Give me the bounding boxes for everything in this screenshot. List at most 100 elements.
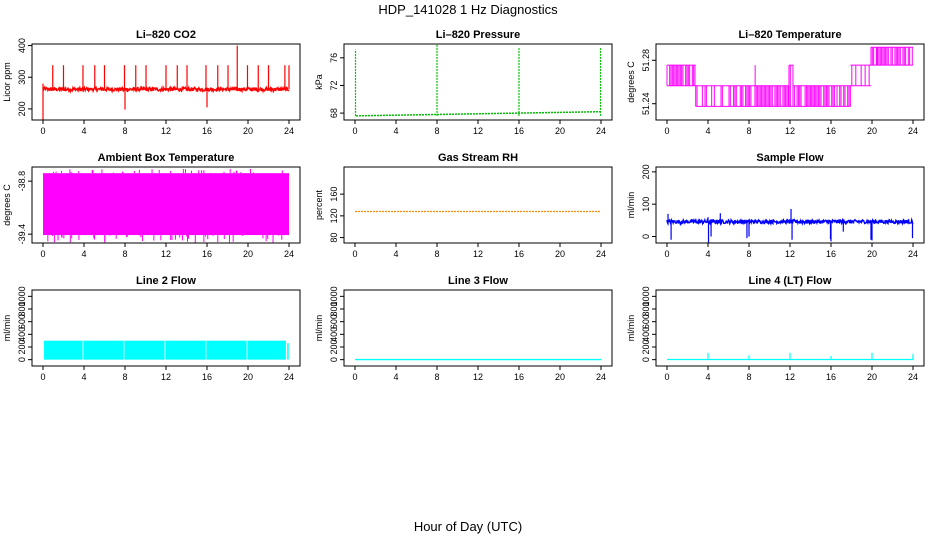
y-tick-label: 1000 bbox=[17, 286, 27, 306]
y-tick-label: 200 bbox=[641, 164, 651, 179]
y-axis-label: degrees C bbox=[626, 61, 636, 103]
x-tick-label: 24 bbox=[908, 249, 918, 259]
x-tick-label: 16 bbox=[202, 126, 212, 136]
x-tick-label: 4 bbox=[81, 249, 86, 259]
x-tick-label: 8 bbox=[746, 372, 751, 382]
y-tick-label: 800 bbox=[17, 301, 27, 316]
y-axis-label: ml/min bbox=[314, 315, 324, 342]
panel-title: Sample Flow bbox=[756, 152, 824, 164]
panel-3: Li–820 Temperature 0 4 8 12 16 20 24 51.24 51.28 d… bbox=[626, 29, 925, 136]
x-tick-label: 8 bbox=[746, 126, 751, 136]
data-area bbox=[666, 46, 913, 107]
panel-5: Gas Stream RH 0 4 8 12 16 20 24 80 120 160 percent bbox=[314, 152, 613, 259]
x-tick-label: 8 bbox=[434, 372, 439, 382]
x-tick-label: 16 bbox=[826, 126, 836, 136]
y-tick-label: 200 bbox=[17, 339, 27, 354]
y-tick-label: 400 bbox=[17, 38, 27, 53]
x-tick-label: 16 bbox=[202, 249, 212, 259]
x-tick-label: 12 bbox=[473, 249, 483, 259]
data-series bbox=[666, 217, 914, 227]
x-tick-label: 4 bbox=[705, 372, 710, 382]
y-tick-label: 800 bbox=[641, 301, 651, 316]
x-tick-label: 24 bbox=[596, 372, 606, 382]
x-tick-label: 0 bbox=[352, 372, 357, 382]
x-tick-label: 20 bbox=[867, 372, 877, 382]
x-tick-label: 12 bbox=[785, 372, 795, 382]
x-tick-label: 12 bbox=[785, 126, 795, 136]
panel-title: Li–820 Pressure bbox=[436, 29, 520, 41]
panel-6: Sample Flow 0 4 8 12 16 20 24 0 100 200 ml/min bbox=[626, 152, 925, 259]
y-tick-label: 600 bbox=[329, 314, 339, 329]
x-tick-label: 12 bbox=[473, 372, 483, 382]
x-tick-label: 4 bbox=[81, 372, 86, 382]
data-area bbox=[666, 209, 914, 243]
x-tick-label: 4 bbox=[705, 126, 710, 136]
x-tick-label: 24 bbox=[908, 372, 918, 382]
y-axis-label: degrees C bbox=[2, 184, 12, 226]
x-tick-label: 4 bbox=[705, 249, 710, 259]
panel-title: Li–820 Temperature bbox=[738, 29, 841, 41]
x-tick-label: 8 bbox=[746, 249, 751, 259]
data-series bbox=[356, 110, 600, 117]
data-area bbox=[42, 168, 289, 243]
y-tick-label: 200 bbox=[17, 101, 27, 116]
x-tick-label: 12 bbox=[161, 126, 171, 136]
panel-title: Li–820 CO2 bbox=[136, 29, 196, 41]
y-tick-label: 600 bbox=[641, 314, 651, 329]
y-axis-label: ml/min bbox=[626, 192, 636, 219]
y-tick-label: 200 bbox=[329, 339, 339, 354]
panel-1: Li–820 CO2 0 4 8 12 16 20 24 200 300 400 Licor ppm bbox=[2, 29, 301, 136]
x-tick-label: 0 bbox=[40, 249, 45, 259]
y-axis-label: ml/min bbox=[2, 315, 12, 342]
y-tick-label: 76 bbox=[329, 53, 339, 63]
x-tick-label: 20 bbox=[867, 126, 877, 136]
y-tick-label: 0 bbox=[641, 357, 651, 362]
y-tick-label: 0 bbox=[17, 357, 27, 362]
x-tick-label: 20 bbox=[243, 372, 253, 382]
x-tick-label: 16 bbox=[202, 372, 212, 382]
x-tick-label: 0 bbox=[40, 372, 45, 382]
x-tick-label: 4 bbox=[393, 372, 398, 382]
y-axis-label: Licor ppm bbox=[2, 62, 12, 102]
panel-2: Li–820 Pressure 0 4 8 12 16 20 24 68 72 76 kPa bbox=[314, 29, 613, 136]
y-tick-label: 400 bbox=[641, 327, 651, 342]
plot-frame bbox=[343, 289, 613, 367]
y-tick-label: -38.8 bbox=[17, 171, 27, 192]
x-tick-label: 20 bbox=[555, 249, 565, 259]
y-tick-label: -39.4 bbox=[17, 224, 27, 245]
y-tick-label: 100 bbox=[641, 197, 651, 212]
x-tick-label: 20 bbox=[243, 249, 253, 259]
x-tick-label: 24 bbox=[284, 372, 294, 382]
x-tick-label: 24 bbox=[284, 249, 294, 259]
x-tick-label: 12 bbox=[161, 372, 171, 382]
x-tick-label: 20 bbox=[555, 372, 565, 382]
x-tick-label: 4 bbox=[393, 126, 398, 136]
x-tick-label: 16 bbox=[826, 372, 836, 382]
y-tick-label: 72 bbox=[329, 80, 339, 90]
x-tick-label: 8 bbox=[122, 249, 127, 259]
x-tick-label: 8 bbox=[434, 249, 439, 259]
x-tick-label: 12 bbox=[785, 249, 795, 259]
plot-frame bbox=[343, 166, 613, 244]
panel-4: Ambient Box Temperature 0 4 8 12 16 20 24 -38.8 -… bbox=[2, 152, 301, 259]
y-tick-label: 80 bbox=[329, 233, 339, 243]
data-area bbox=[667, 352, 914, 361]
panel-title: Ambient Box Temperature bbox=[98, 152, 235, 164]
x-tick-label: 8 bbox=[122, 126, 127, 136]
x-tick-label: 16 bbox=[514, 126, 524, 136]
data-area bbox=[42, 45, 290, 120]
x-tick-label: 0 bbox=[40, 126, 45, 136]
x-tick-label: 20 bbox=[243, 126, 253, 136]
x-tick-label: 0 bbox=[352, 126, 357, 136]
data-area bbox=[354, 44, 602, 117]
x-tick-label: 0 bbox=[352, 249, 357, 259]
panel-title: Line 4 (LT) Flow bbox=[749, 275, 832, 287]
data-area bbox=[44, 340, 289, 360]
page-title: HDP_141028 1 Hz Diagnostics bbox=[378, 2, 558, 17]
y-tick-label: 1000 bbox=[329, 286, 339, 306]
x-tick-label: 4 bbox=[393, 249, 398, 259]
plot-frame bbox=[655, 166, 925, 244]
y-tick-label: 400 bbox=[17, 327, 27, 342]
